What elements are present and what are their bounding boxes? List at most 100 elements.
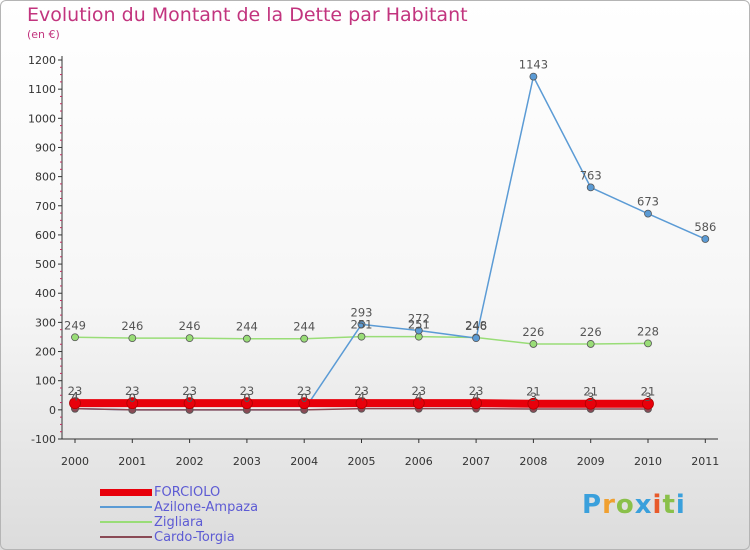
axes: -100010020030040050060070080090010001100… [28, 54, 719, 468]
x-tick-label: 2007 [462, 455, 490, 468]
data-label-cardo-torgia: 3 [644, 390, 651, 404]
y-tick-label: 600 [35, 229, 56, 242]
legend-label-azilone-ampaza: Azilone-Ampaza [154, 500, 259, 515]
y-tick-label: 100 [35, 375, 56, 388]
y-tick-label: 800 [35, 171, 56, 184]
legend-label-zigliara: Zigliara [154, 515, 204, 530]
data-label-forciolo: 23 [297, 384, 312, 398]
data-label-zigliara: 251 [408, 318, 430, 332]
x-tick-label: 2006 [405, 455, 433, 468]
data-label-azilone-ampaza: 1143 [519, 58, 548, 72]
x-tick-label: 2008 [519, 455, 547, 468]
data-point-azilone-ampaza [472, 334, 481, 343]
data-label-cardo-torgia: 0 [129, 391, 136, 405]
data-point-forciolo [69, 397, 81, 410]
x-tick-label: 2001 [118, 455, 146, 468]
x-tick-label: 2004 [290, 455, 318, 468]
data-label-azilone-ampaza: 246 [465, 319, 487, 333]
data-label-zigliara: 244 [236, 320, 258, 334]
legend-swatch-cardo-torgia [100, 536, 152, 538]
legend-swatch-forciolo [100, 489, 152, 496]
data-label-azilone-ampaza: 4 [71, 390, 78, 404]
data-label-zigliara: 251 [351, 318, 373, 332]
y-tick-label: 1000 [28, 112, 56, 125]
x-tick-label: 2005 [348, 455, 376, 468]
data-label-zigliara: 246 [121, 319, 143, 333]
y-tick-label: -100 [31, 433, 56, 446]
logo-letter: P [582, 490, 603, 520]
data-label-forciolo: 21 [526, 385, 541, 399]
logo-letter: r [602, 490, 616, 520]
data-label-forciolo: 23 [354, 384, 369, 398]
data-label-cardo-torgia: 4 [472, 390, 479, 404]
y-tick-label: 300 [35, 316, 56, 329]
data-label-cardo-torgia: 4 [71, 390, 78, 404]
data-point-azilone-ampaza [644, 209, 652, 218]
data-label-forciolo: 23 [240, 384, 255, 398]
data-point-forciolo [183, 397, 196, 410]
logo-letter: i [675, 490, 686, 520]
x-tick-label: 2009 [577, 455, 605, 468]
data-label-azilone-ampaza: 586 [694, 220, 716, 234]
data-label-zigliara: 246 [179, 319, 201, 333]
data-point-zigliara [128, 334, 137, 343]
data-label-zigliara: 226 [522, 325, 544, 339]
y-tick-label: 900 [35, 141, 56, 154]
x-tick-label: 2000 [61, 455, 89, 468]
data-label-cardo-torgia: 3 [530, 390, 537, 404]
x-tick-label: 2003 [233, 455, 261, 468]
data-point-zigliara [357, 332, 366, 341]
y-tick-label: 0 [49, 404, 56, 417]
data-label-cardo-torgia: 3 [587, 390, 594, 404]
data-label-cardo-torgia: 4 [358, 390, 365, 404]
data-label-cardo-torgia: 4 [415, 390, 422, 404]
data-label-azilone-ampaza: 293 [351, 305, 373, 319]
data-point-forciolo [126, 397, 139, 410]
legend-swatch-azilone-ampaza [100, 506, 152, 508]
data-label-azilone-ampaza: 0 [186, 391, 193, 405]
data-label-zigliara: 228 [637, 324, 659, 338]
data-point-azilone-ampaza [586, 183, 595, 192]
data-label-cardo-torgia: 0 [243, 391, 250, 405]
data-point-forciolo [412, 397, 425, 410]
data-label-azilone-ampaza: 272 [408, 312, 430, 326]
data-point-forciolo [298, 397, 311, 410]
series-layer [69, 72, 710, 414]
series-line-azilone-ampaza [74, 75, 707, 411]
logo-letter: x [634, 490, 653, 520]
y-tick-label: 1200 [28, 54, 56, 67]
data-label-azilone-ampaza: 0 [243, 391, 250, 405]
data-point-zigliara [300, 334, 309, 343]
data-point-forciolo [584, 397, 597, 410]
data-label-forciolo: 23 [68, 384, 83, 398]
data-label-zigliara: 244 [293, 320, 315, 334]
data-labels: 249 246 246 244 244 251 251 248 226 226 228 4 0 0 0 0 29… [64, 58, 716, 405]
data-point-zigliara [185, 334, 194, 343]
data-point-forciolo [240, 397, 253, 410]
proxiti-logo: Proxiti [582, 490, 686, 520]
data-label-forciolo: 23 [125, 384, 140, 398]
data-label-forciolo: 23 [411, 384, 426, 398]
data-label-cardo-torgia: 0 [186, 391, 193, 405]
y-tick-label: 400 [35, 287, 56, 300]
data-label-forciolo: 21 [583, 385, 598, 399]
data-point-forciolo [642, 397, 654, 410]
data-label-azilone-ampaza: 0 [129, 391, 136, 405]
x-tick-label: 2010 [634, 455, 662, 468]
data-point-zigliara [242, 334, 251, 343]
data-label-zigliara: 249 [64, 318, 86, 332]
data-label-cardo-torgia: 0 [301, 391, 308, 405]
data-label-forciolo: 21 [641, 385, 656, 399]
data-label-azilone-ampaza: 0 [301, 391, 308, 405]
y-tick-label: 200 [35, 346, 56, 359]
y-tick-label: 700 [35, 200, 56, 213]
data-point-forciolo [527, 397, 540, 410]
data-point-zigliara [586, 340, 595, 348]
x-tick-label: 2002 [176, 455, 204, 468]
data-label-azilone-ampaza: 673 [637, 195, 659, 209]
data-point-forciolo [470, 397, 483, 410]
data-point-zigliara [529, 340, 538, 348]
data-point-azilone-ampaza [414, 326, 423, 335]
